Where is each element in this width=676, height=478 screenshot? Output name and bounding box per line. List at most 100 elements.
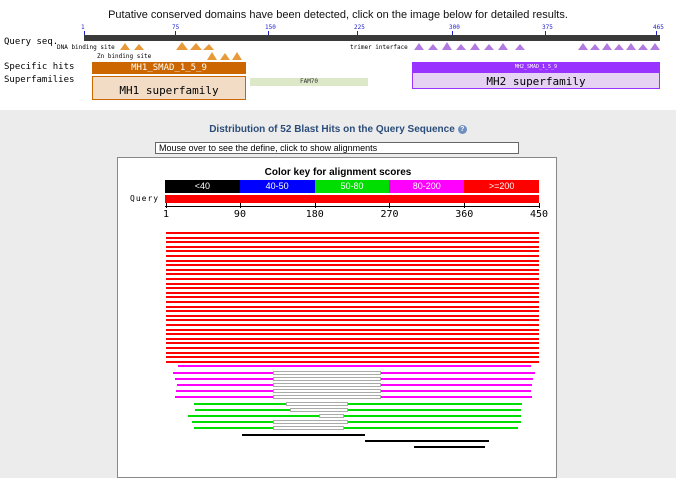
ruler-mark — [545, 31, 546, 35]
blast-hit[interactable] — [166, 342, 539, 345]
blast-hit-gap — [273, 420, 348, 425]
blast-hit[interactable] — [166, 351, 539, 354]
blast-hit[interactable] — [166, 264, 539, 267]
scale-label: 90 — [233, 209, 246, 220]
ruler-mark — [357, 31, 358, 35]
mh1-specific-hit[interactable]: MH1_SMAD_1_5_9 — [92, 62, 246, 74]
blast-hit[interactable] — [166, 287, 539, 290]
blast-hit[interactable] — [343, 415, 521, 417]
superfamilies-label: Superfamilies — [4, 75, 75, 85]
blast-hit[interactable] — [166, 305, 539, 308]
blast-hit[interactable] — [194, 402, 286, 405]
blast-hit[interactable] — [241, 433, 365, 436]
blast-hit[interactable] — [381, 384, 533, 386]
scale-label: 1 — [163, 209, 170, 220]
blast-hit[interactable] — [175, 396, 274, 399]
mh1-superfamily[interactable]: MH1 superfamily — [92, 76, 246, 100]
blast-hit[interactable] — [175, 390, 274, 393]
help-icon[interactable]: ? — [457, 124, 467, 134]
mh1-superfamily-label: MH1 superfamily — [119, 84, 219, 97]
blast-hit[interactable] — [166, 241, 539, 244]
define-box: Mouse over to see the define, click to s… — [155, 142, 519, 154]
key-80-200: 80-200 — [389, 180, 465, 193]
key-40-50: 40-50 — [239, 180, 315, 193]
blast-hit[interactable] — [166, 301, 539, 303]
mh2-superfamily[interactable]: MH2 superfamily — [412, 72, 660, 89]
dna-binding-label: DNA binding site — [57, 44, 115, 51]
blast-hit[interactable] — [166, 310, 539, 313]
blast-hit[interactable] — [173, 371, 274, 374]
blast-hit[interactable] — [166, 273, 539, 276]
blast-hit[interactable] — [166, 245, 539, 248]
blast-graphic[interactable] — [117, 157, 557, 478]
blast-hit[interactable] — [414, 446, 485, 448]
color-key-title: Color key for alignment scores — [264, 167, 412, 178]
trimer-interface-label: trimer interface — [350, 44, 408, 51]
blast-hit-gap — [289, 407, 348, 412]
specific-hits-label: Specific hits — [4, 62, 75, 72]
blast-hit[interactable] — [166, 268, 539, 271]
blast-hit[interactable] — [166, 236, 539, 239]
blast-hit[interactable] — [166, 291, 539, 294]
blast-hit[interactable] — [166, 319, 539, 322]
blast-hit[interactable] — [166, 278, 539, 280]
blast-hit-gap — [318, 414, 344, 418]
ruler-tick-label: 465 — [653, 24, 664, 31]
scale-label: 180 — [305, 209, 324, 220]
blast-hit[interactable] — [343, 427, 519, 430]
query-ruler — [84, 35, 660, 41]
blast-hit[interactable] — [166, 259, 539, 262]
ruler-tick-label: 150 — [265, 24, 276, 31]
ruler-tick-label: 300 — [449, 24, 460, 31]
query-label: Query — [130, 194, 160, 203]
blast-hit[interactable] — [166, 337, 539, 340]
blast-hit[interactable] — [194, 427, 274, 430]
blast-hit[interactable] — [381, 371, 535, 374]
scale-tick — [539, 203, 540, 208]
blast-hit-gap — [273, 389, 382, 394]
ruler-mark — [656, 31, 657, 35]
blast-hit[interactable] — [166, 324, 539, 326]
ruler-mark — [452, 31, 453, 35]
blast-hit-gap — [273, 395, 382, 400]
blast-hit[interactable] — [166, 360, 539, 363]
blast-hit[interactable] — [381, 390, 531, 393]
blast-hit[interactable] — [166, 232, 539, 234]
blast-hit[interactable] — [166, 328, 539, 331]
blast-hit[interactable] — [166, 314, 539, 317]
blast-hit[interactable] — [195, 408, 290, 411]
query-seq-label: Query seq. — [4, 37, 59, 47]
blast-hit[interactable] — [188, 415, 319, 417]
blast-hit[interactable] — [166, 255, 539, 257]
blast-hit[interactable] — [175, 377, 274, 380]
site-markers — [120, 42, 660, 60]
blast-hit[interactable] — [166, 296, 539, 299]
blast-hit[interactable] — [364, 439, 490, 442]
blast-hit[interactable] — [177, 365, 531, 368]
blast-hit[interactable] — [166, 282, 539, 285]
ruler-tick-label: 75 — [172, 24, 180, 31]
blast-hit[interactable] — [166, 356, 539, 359]
blast-hit[interactable] — [191, 421, 274, 424]
blast-hit[interactable] — [347, 408, 521, 411]
blast-hit[interactable] — [166, 333, 539, 336]
blast-hits-title-text: Distribution of 52 Blast Hits on the Que… — [209, 124, 455, 135]
blast-hit[interactable] — [166, 347, 539, 349]
scale-label: 270 — [380, 209, 399, 220]
key-50-80: 50-80 — [314, 180, 390, 193]
ruler-tick-label: 375 — [542, 24, 553, 31]
blast-hit[interactable] — [166, 250, 539, 253]
blast-hit[interactable] — [381, 396, 533, 399]
ruler-mark — [84, 31, 85, 35]
blast-hits-title: Distribution of 52 Blast Hits on the Que… — [0, 124, 676, 135]
query-bar — [165, 195, 539, 203]
blast-hit[interactable] — [347, 402, 523, 405]
mh2-specific-hit[interactable]: MH2_SMAD_1_5_9 — [412, 62, 660, 72]
fam70-superfamily[interactable]: FAM70 — [250, 78, 368, 86]
blast-hit[interactable] — [176, 384, 274, 386]
blast-hit[interactable] — [381, 377, 534, 380]
blast-hit-gap — [273, 376, 382, 381]
blast-hit[interactable] — [347, 421, 521, 424]
color-key: <40 40-50 50-80 80-200 >=200 — [165, 180, 539, 193]
blast-hit-gap — [285, 401, 348, 406]
